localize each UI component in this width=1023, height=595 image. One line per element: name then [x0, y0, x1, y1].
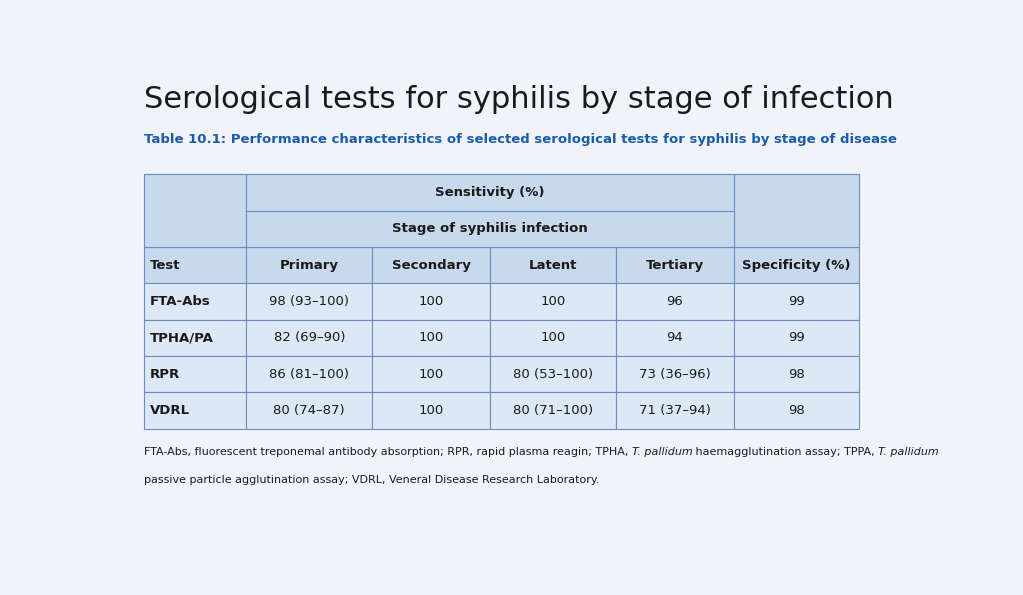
- FancyBboxPatch shape: [616, 356, 733, 393]
- FancyBboxPatch shape: [247, 320, 372, 356]
- FancyBboxPatch shape: [143, 247, 247, 283]
- FancyBboxPatch shape: [490, 174, 616, 211]
- Text: Test: Test: [150, 259, 181, 272]
- Text: 80 (74–87): 80 (74–87): [273, 404, 345, 417]
- Text: 96: 96: [666, 295, 683, 308]
- FancyBboxPatch shape: [490, 211, 616, 247]
- FancyBboxPatch shape: [733, 247, 859, 283]
- FancyBboxPatch shape: [490, 356, 616, 393]
- Text: T. pallidum: T. pallidum: [879, 447, 939, 457]
- FancyBboxPatch shape: [490, 247, 616, 283]
- FancyBboxPatch shape: [490, 283, 616, 320]
- FancyBboxPatch shape: [733, 174, 859, 211]
- Text: Stage of syphilis infection: Stage of syphilis infection: [392, 223, 588, 236]
- FancyBboxPatch shape: [372, 393, 490, 429]
- Text: Secondary: Secondary: [392, 259, 471, 272]
- FancyBboxPatch shape: [372, 356, 490, 393]
- Text: passive particle agglutination assay; VDRL, Veneral Disease Research Laboratory.: passive particle agglutination assay; VD…: [143, 475, 599, 484]
- Text: TPHA/PA: TPHA/PA: [150, 331, 214, 345]
- FancyBboxPatch shape: [616, 211, 733, 247]
- Text: 80 (53–100): 80 (53–100): [513, 368, 593, 381]
- Text: FTA-Abs: FTA-Abs: [150, 295, 211, 308]
- FancyBboxPatch shape: [247, 211, 372, 247]
- Text: 94: 94: [666, 331, 683, 345]
- Text: 82 (69–90): 82 (69–90): [273, 331, 345, 345]
- FancyBboxPatch shape: [616, 174, 733, 211]
- Text: 100: 100: [540, 295, 566, 308]
- FancyBboxPatch shape: [733, 174, 859, 247]
- Text: 100: 100: [418, 295, 444, 308]
- FancyBboxPatch shape: [143, 174, 247, 211]
- FancyBboxPatch shape: [247, 283, 372, 320]
- Text: 99: 99: [788, 331, 805, 345]
- Text: Primary: Primary: [279, 259, 339, 272]
- Text: 100: 100: [418, 368, 444, 381]
- FancyBboxPatch shape: [490, 320, 616, 356]
- FancyBboxPatch shape: [372, 320, 490, 356]
- Text: Sensitivity (%): Sensitivity (%): [436, 186, 545, 199]
- FancyBboxPatch shape: [247, 247, 372, 283]
- FancyBboxPatch shape: [616, 393, 733, 429]
- Text: VDRL: VDRL: [150, 404, 190, 417]
- FancyBboxPatch shape: [143, 283, 247, 320]
- Text: Table 10.1: Performance characteristics of selected serological tests for syphil: Table 10.1: Performance characteristics …: [143, 133, 896, 146]
- FancyBboxPatch shape: [616, 320, 733, 356]
- FancyBboxPatch shape: [143, 211, 247, 247]
- Text: 98: 98: [788, 368, 805, 381]
- FancyBboxPatch shape: [143, 356, 247, 393]
- Text: 71 (37–94): 71 (37–94): [638, 404, 711, 417]
- Text: 80 (71–100): 80 (71–100): [513, 404, 593, 417]
- FancyBboxPatch shape: [372, 174, 490, 211]
- FancyBboxPatch shape: [616, 283, 733, 320]
- Text: 100: 100: [418, 404, 444, 417]
- FancyBboxPatch shape: [490, 393, 616, 429]
- FancyBboxPatch shape: [247, 211, 733, 247]
- FancyBboxPatch shape: [372, 211, 490, 247]
- Text: Latent: Latent: [529, 259, 577, 272]
- Text: Serological tests for syphilis by stage of infection: Serological tests for syphilis by stage …: [143, 85, 893, 114]
- FancyBboxPatch shape: [247, 393, 372, 429]
- Text: 98: 98: [788, 404, 805, 417]
- FancyBboxPatch shape: [247, 174, 733, 211]
- FancyBboxPatch shape: [733, 320, 859, 356]
- FancyBboxPatch shape: [733, 283, 859, 320]
- Text: Tertiary: Tertiary: [646, 259, 704, 272]
- Text: 73 (36–96): 73 (36–96): [638, 368, 711, 381]
- FancyBboxPatch shape: [247, 356, 372, 393]
- FancyBboxPatch shape: [143, 393, 247, 429]
- Text: 99: 99: [788, 295, 805, 308]
- Text: 100: 100: [418, 331, 444, 345]
- Text: 100: 100: [540, 331, 566, 345]
- Text: 98 (93–100): 98 (93–100): [269, 295, 349, 308]
- FancyBboxPatch shape: [372, 247, 490, 283]
- FancyBboxPatch shape: [143, 174, 247, 247]
- FancyBboxPatch shape: [616, 247, 733, 283]
- FancyBboxPatch shape: [247, 174, 372, 211]
- Text: 86 (81–100): 86 (81–100): [269, 368, 349, 381]
- Text: RPR: RPR: [150, 368, 180, 381]
- FancyBboxPatch shape: [733, 211, 859, 247]
- FancyBboxPatch shape: [372, 283, 490, 320]
- Text: haemagglutination assay; TPPA,: haemagglutination assay; TPPA,: [693, 447, 879, 457]
- Text: Specificity (%): Specificity (%): [742, 259, 851, 272]
- FancyBboxPatch shape: [143, 320, 247, 356]
- Text: FTA-Abs, fluorescent treponemal antibody absorption; RPR, rapid plasma reagin; T: FTA-Abs, fluorescent treponemal antibody…: [143, 447, 631, 457]
- FancyBboxPatch shape: [733, 356, 859, 393]
- Text: T. pallidum: T. pallidum: [631, 447, 693, 457]
- FancyBboxPatch shape: [733, 393, 859, 429]
